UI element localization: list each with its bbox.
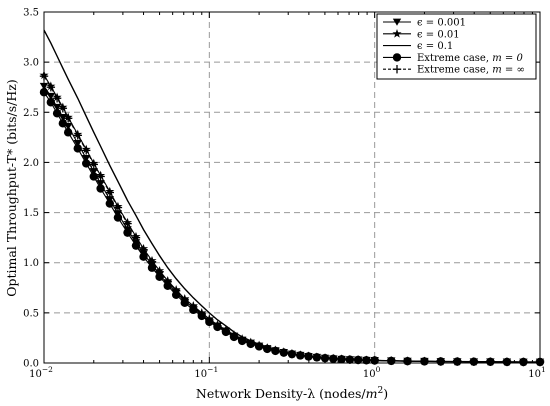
series-1 [39,82,545,366]
x-tick-label: 100 [363,365,381,380]
x-axis-label-text: Network Density-λ (nodes/ [196,386,366,401]
y-tick-label: 0.0 [23,359,39,370]
data-point [147,263,157,272]
x-tick-label: 101 [528,365,546,380]
y-tick-label: 1.5 [23,208,39,219]
x-axis-label-close: ) [383,386,388,401]
y-tick-label: 2.5 [23,108,39,119]
data-point [113,213,123,222]
legend-label: ϵ = 0.01 [417,29,460,40]
x-tick-label: 10−2 [29,365,53,380]
series-3 [43,29,540,363]
series-line [43,91,540,363]
data-point [139,252,148,261]
data-point [58,119,68,128]
legend-label-math: m = ∞ [492,65,525,76]
data-point [392,18,402,26]
data-point [58,113,68,122]
data-point [52,109,62,118]
data-point [96,180,105,188]
legend-label-text: Extreme case, [417,53,492,64]
y-tick-label: 1.0 [23,258,39,269]
data-point [46,98,56,107]
legend-label-text: ϵ = 0.1 [417,41,453,52]
legend-label-text: ϵ = 0.01 [417,29,460,40]
data-point [46,92,56,101]
data-point [155,272,164,281]
data-point [89,168,98,176]
series-5 [39,71,545,367]
series-line [43,29,540,363]
plot-frame [43,11,541,364]
data-point [392,53,402,62]
y-tick-label: 2.0 [23,158,39,169]
y-tick-label: 0.5 [23,308,39,319]
data-point [89,172,98,181]
series-4 [39,88,545,367]
axis-ticks: 0.0 0.5 1.0 1.5 2.0 2.5 3.0 3.5 10−2 10−1 100 101 [23,8,546,381]
legend-label: ϵ = 0.1 [417,41,453,52]
data-point [96,184,105,193]
legend-label: ϵ = 0.001 [417,18,466,29]
data-point [73,144,82,153]
series-layer [39,29,545,367]
y-tick-label: 3.5 [23,8,39,19]
data-point [123,228,132,237]
data-point [52,103,62,112]
y-tick-label: 3.0 [23,58,39,69]
x-axis-label: Network Density-λ (nodes/m2) [196,386,388,401]
data-point [82,155,91,163]
data-point [73,140,82,148]
data-point [82,159,91,168]
legend-box [376,13,537,80]
data-point [392,29,402,38]
legend-label: Extreme case, m = 0 [417,53,523,64]
legend-label-text: ϵ = 0.001 [417,18,466,29]
y-axis-label: Optimal Throughput-T* (bits/s/Hz) [4,79,19,296]
data-point [131,241,141,250]
x-axis-label-sup: 2 [377,386,383,396]
x-axis-label-unit: m [366,386,378,401]
data-point [63,128,73,137]
legend-label-text: Extreme case, [417,65,492,76]
data-point [105,199,114,208]
series-line [43,85,540,363]
x-tick-label: 10−1 [194,365,218,380]
series-line [43,75,540,363]
legend-label: Extreme case, m = ∞ [417,65,525,76]
legend-label-math: m = 0 [492,53,523,64]
